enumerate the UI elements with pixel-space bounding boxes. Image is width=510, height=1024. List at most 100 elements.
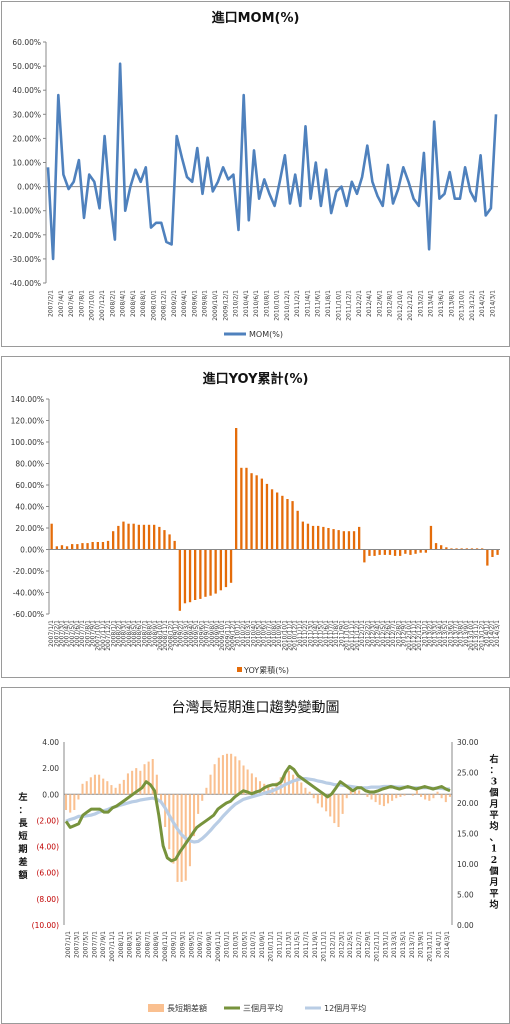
trend-diff-bar xyxy=(209,774,212,795)
yoy-bar xyxy=(470,548,474,550)
yoy-bar xyxy=(178,549,182,611)
trend-left-axis-label-char: 左 xyxy=(17,791,27,803)
trend-diff-bar xyxy=(122,779,125,795)
yoy-bar xyxy=(352,531,356,550)
trend-diff-bar xyxy=(320,794,323,808)
trend-x-tick-label: 2011/5/1 xyxy=(294,931,301,958)
trend-x-tick-label: 2013/11/1 xyxy=(426,931,433,962)
yoy-x-tick-label: 2009/7/1 xyxy=(204,620,211,647)
yoy-bar xyxy=(96,542,100,550)
trend-diff-bar xyxy=(329,794,332,817)
yoy-x-tick-label: 2012/9/1 xyxy=(401,620,408,647)
trend-diff-bar xyxy=(126,773,129,795)
mom-x-tick-label: 2007/6/1 xyxy=(68,290,75,317)
yoy-x-tick-label: 2010/4/1 xyxy=(250,620,257,647)
trend-x-tick-label: 2008/9/1 xyxy=(153,931,160,958)
yoy-x-tick-label: 2010/5/1 xyxy=(255,620,262,647)
mom-series-line xyxy=(46,62,498,261)
yoy-bar xyxy=(91,542,94,550)
trend-diff-bar xyxy=(399,794,402,797)
trend-x-tick-label: 2012/1/1 xyxy=(329,931,336,958)
yoy-bar xyxy=(327,528,330,550)
trend-diff-bar xyxy=(168,794,171,850)
trend-left-axis-label-char: 額 xyxy=(17,869,27,881)
trend-left-axis-label-char: 差 xyxy=(18,856,27,868)
yoy-x-tick-label: 2009/8/1 xyxy=(209,620,216,647)
trend-x-tick-label: 2014/3/1 xyxy=(444,931,451,958)
mom-x-tick-label: 2009/10/1 xyxy=(212,290,219,321)
trend-diff-bar xyxy=(387,794,390,804)
yoy-bar xyxy=(188,549,192,603)
mom-x-tick-label: 2013/8/1 xyxy=(448,290,455,317)
yoy-bar xyxy=(419,549,422,553)
yoy-bar xyxy=(194,549,197,600)
yoy-y-tick-label: -20.00% xyxy=(13,567,44,576)
trend-x-tick-label: 2011/11/1 xyxy=(321,931,328,962)
yoy-bar xyxy=(481,548,484,550)
yoy-x-tick-label: 2007/6/1 xyxy=(74,620,81,647)
mom-x-tick-label: 2010/12/1 xyxy=(284,290,291,321)
yoy-bar xyxy=(214,549,217,594)
mom-y-tick-label: 40.00% xyxy=(12,86,41,95)
trend-x-tick-label: 2008/7/1 xyxy=(144,931,151,958)
mom-x-tick-label: 2008/10/1 xyxy=(150,290,157,321)
trend-left-tick-label: (10.00) xyxy=(32,921,59,930)
yoy-bar xyxy=(81,543,84,550)
mom-y-tick-label: -10.00% xyxy=(10,207,41,216)
trend-diff-bar xyxy=(345,794,348,799)
trend-diff-bar xyxy=(197,794,200,814)
yoy-bar xyxy=(475,548,479,550)
yoy-bar xyxy=(286,499,289,550)
trend-x-tick-label: 2008/11/1 xyxy=(162,931,169,962)
yoy-x-tick-label: 2013/11/1 xyxy=(473,620,480,651)
trend-diff-bar xyxy=(267,786,270,795)
mom-x-tick-label: 2010/8/1 xyxy=(263,290,270,317)
yoy-x-tick-label: 2012/7/1 xyxy=(390,620,397,647)
yoy-x-tick-label: 2014/3/1 xyxy=(494,620,501,647)
yoy-x-tick-label: 2010/10/1 xyxy=(281,620,288,651)
yoy-bar xyxy=(199,549,202,599)
yoy-x-tick-label: 2010/11/1 xyxy=(287,620,294,651)
yoy-bar xyxy=(224,549,228,588)
yoy-x-tick-label: 2012/10/1 xyxy=(406,620,413,651)
trend-diff-bar xyxy=(139,770,142,795)
trend-diff-bar xyxy=(65,794,68,810)
mom-x-tick-label: 2011/4/1 xyxy=(304,290,311,317)
trend-diff-bar xyxy=(312,794,315,799)
yoy-bar xyxy=(358,526,361,550)
trend-x-tick-label: 2011/3/1 xyxy=(285,931,292,958)
yoy-x-tick-label: 2009/1/1 xyxy=(173,620,180,647)
trend-diff-bar xyxy=(151,759,154,795)
trend-left-tick-label: 4.00 xyxy=(42,738,59,747)
yoy-bar xyxy=(373,549,376,556)
yoy-bar xyxy=(127,523,130,550)
mom-x-tick-label: 2012/2/1 xyxy=(356,290,363,317)
mom-chart-title: 進口MOM(%) xyxy=(211,11,300,26)
mom-x-tick-label: 2012/12/1 xyxy=(407,290,414,321)
yoy-bar xyxy=(76,544,79,550)
yoy-x-tick-label: 2011/3/1 xyxy=(307,620,314,647)
yoy-x-tick-label: 2013/3/1 xyxy=(432,620,439,647)
trend-diff-bar xyxy=(98,774,101,795)
yoy-bar xyxy=(245,467,248,550)
trend-right-axis-label-char: 、 xyxy=(489,833,498,843)
yoy-x-tick-label: 2009/9/1 xyxy=(214,620,221,647)
trend-diff-bar xyxy=(143,764,146,795)
trend-right-tick-label: 5.00 xyxy=(457,891,474,900)
yoy-bar xyxy=(460,548,463,550)
yoy-x-tick-label: 2010/2/1 xyxy=(240,620,247,647)
trend-diff-bar xyxy=(366,794,369,797)
trend-diff-bar xyxy=(378,794,381,805)
mom-x-tick-label: 2008/8/1 xyxy=(140,290,147,317)
trend-left-tick-label: 0.00 xyxy=(42,790,59,799)
trend-x-tick-label: 2013/7/1 xyxy=(409,931,416,958)
trend-diff-bar xyxy=(349,789,352,795)
yoy-x-tick-label: 2007/1/1 xyxy=(48,620,55,647)
yoy-y-tick-label: 120.00% xyxy=(11,417,44,426)
yoy-x-tick-label: 2011/5/1 xyxy=(318,620,325,647)
trend-x-tick-label: 2010/3/1 xyxy=(232,931,239,958)
yoy-x-tick-label: 2008/11/1 xyxy=(162,620,169,651)
mom-x-tick-label: 2013/12/1 xyxy=(469,290,476,321)
trend-x-tick-label: 2012/7/1 xyxy=(356,931,363,958)
trend-x-tick-label: 2010/11/1 xyxy=(268,931,275,962)
